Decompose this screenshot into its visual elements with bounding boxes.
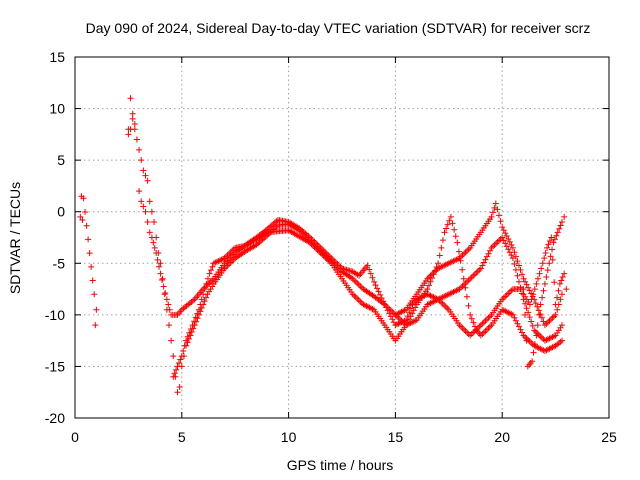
y-tick-label: 10 xyxy=(49,101,65,117)
y-tick-label: -10 xyxy=(45,307,65,323)
x-axis-title: GPS time / hours xyxy=(287,457,394,473)
data-points xyxy=(77,95,570,396)
x-tick-label: 25 xyxy=(601,429,617,445)
x-tick-label: 5 xyxy=(178,429,186,445)
plot-frame xyxy=(74,56,610,419)
y-tick-label: 0 xyxy=(57,204,65,220)
y-tick-label: 15 xyxy=(49,49,65,65)
y-tick-label: -15 xyxy=(45,358,65,374)
series-track-4 xyxy=(392,213,568,370)
x-tick-label: 10 xyxy=(281,429,297,445)
chart-title: Day 090 of 2024, Sidereal Day-to-day VTE… xyxy=(86,20,591,36)
y-tick-label: -5 xyxy=(53,255,66,271)
y-axis-title: SDTVAR / TECUs xyxy=(7,182,23,294)
x-tick-label: 15 xyxy=(388,429,404,445)
marker-cluster xyxy=(392,213,568,370)
marker-cluster xyxy=(520,234,570,308)
series-track-5 xyxy=(520,234,570,308)
y-tick-label: 5 xyxy=(57,152,65,168)
y-tick-label: -20 xyxy=(45,410,65,426)
axis-ticks: 0 5 10 15 20 25 -20 -15 -10 -5 0 5 10 15 xyxy=(45,49,617,445)
x-tick-label: 0 xyxy=(71,429,79,445)
x-tick-label: 20 xyxy=(494,429,510,445)
